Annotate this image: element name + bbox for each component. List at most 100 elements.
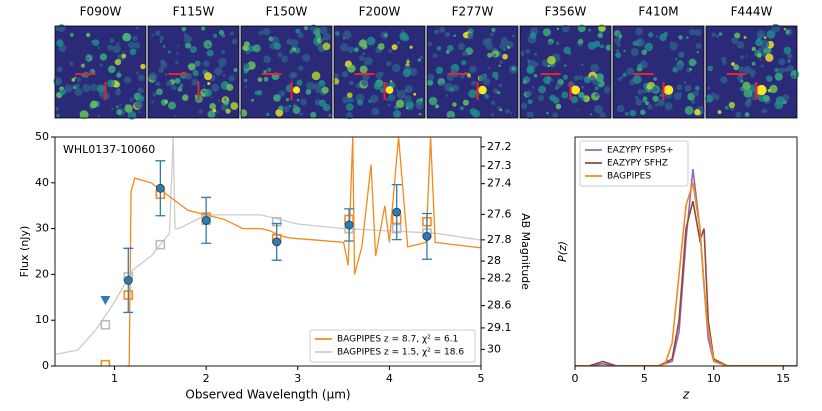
x-tick-label: 3 [294,372,301,385]
cutout-frame [54,25,147,119]
noise [111,108,114,111]
noise [384,33,388,37]
noise [342,30,352,40]
noise [243,45,250,52]
noise [191,78,199,86]
noise [69,32,74,37]
noise [787,59,791,63]
noise [151,33,154,37]
source [385,86,394,94]
legend-label: EAZYPY FSPS+ [607,146,674,156]
observation [422,231,432,241]
noise [640,109,646,116]
noise [529,32,537,39]
noise [396,89,406,99]
noise [597,32,603,39]
source [571,85,580,95]
noise [97,114,101,117]
noise [221,50,226,55]
noise [154,30,161,36]
noise [56,66,63,73]
noise [469,65,477,74]
noise [267,67,272,72]
panel-title: F356W [545,5,587,19]
noise [594,86,599,91]
noise [137,95,145,102]
noise [72,85,77,90]
noise [757,53,762,58]
noise [457,43,465,51]
noise [495,77,499,81]
noise [635,27,644,36]
noise [215,110,219,114]
x-tick-label: 5 [641,372,648,385]
noise [56,39,64,47]
noise [749,69,756,76]
noise [689,68,692,71]
noise [765,75,773,83]
noise [184,42,192,49]
y-axis-label: Flux (nJy) [18,226,31,278]
noise [239,109,248,117]
noise [409,45,413,49]
y2-tick-label: 27.8 [487,233,512,246]
noise [785,29,790,35]
noise [687,92,696,101]
noise [663,31,668,37]
noise [181,26,187,32]
noise [361,78,369,87]
noise [543,76,551,85]
noise [774,67,779,73]
noise [525,49,531,54]
series-line [575,168,797,366]
noise [561,91,569,99]
noise [163,99,169,104]
noise [190,46,197,54]
noise [395,89,399,92]
noise [742,81,751,90]
cutout-frame [426,25,519,119]
noise [791,74,796,80]
noise [115,105,119,109]
noise [262,27,271,36]
upper-limit [100,296,111,306]
noise [230,102,239,110]
noise [174,77,181,84]
noise [469,108,477,116]
noise [778,67,785,74]
noise [637,89,643,95]
y2-tick-label: 27.6 [487,207,512,220]
y2-tick-label: 29.1 [487,321,512,334]
noise [321,86,329,94]
noise [129,48,137,56]
noise [124,104,133,113]
noise [439,26,446,33]
noise [406,59,410,64]
noise [282,105,290,113]
noise [302,53,311,62]
noise [345,112,353,120]
noise [580,85,585,89]
cutout [705,23,800,119]
noise [555,41,560,45]
noise [348,80,354,86]
noise [358,55,365,62]
noise [462,51,468,57]
noise [289,71,297,79]
noise [728,101,736,109]
noise [783,27,787,31]
noise [155,81,161,87]
noise [684,105,694,115]
noise [491,27,496,32]
noise [694,85,700,91]
noise [562,74,568,80]
noise [534,52,537,56]
noise [209,102,216,110]
cutout-frame [519,25,612,119]
noise [743,88,753,98]
noise [447,44,454,52]
noise [717,110,722,114]
noise [555,103,562,110]
noise [774,72,783,81]
noise [387,103,391,107]
